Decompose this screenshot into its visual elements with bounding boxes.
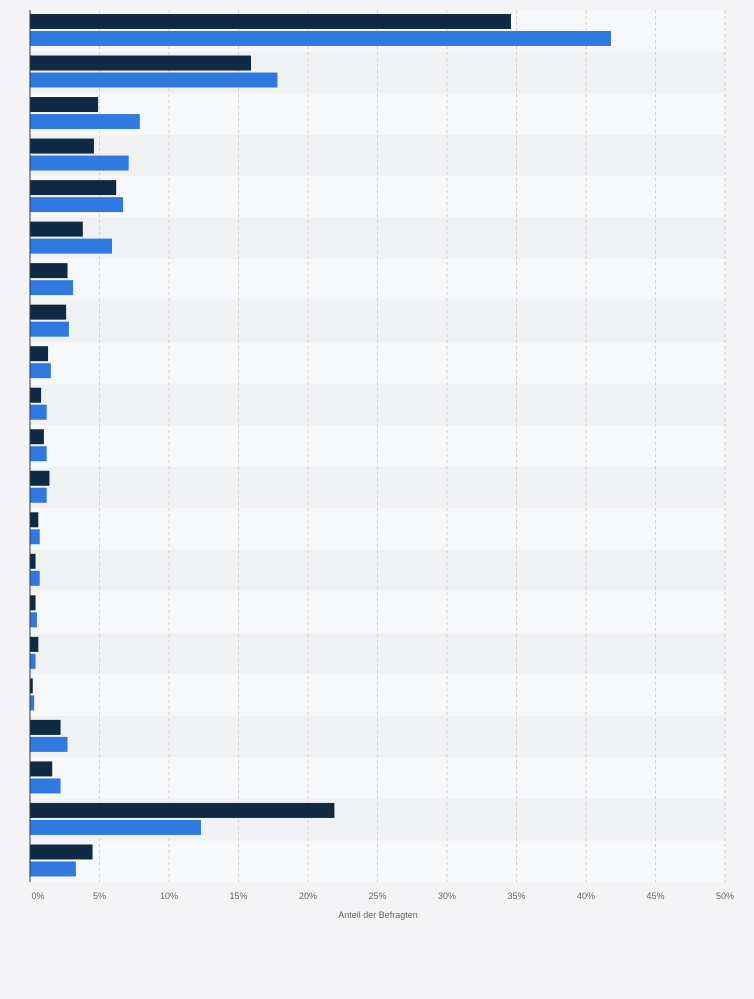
bar bbox=[30, 512, 39, 528]
bar bbox=[30, 719, 61, 735]
bar bbox=[30, 736, 68, 752]
bar bbox=[30, 14, 511, 29]
bar bbox=[30, 761, 53, 777]
bar bbox=[30, 263, 68, 279]
x-tick-label: 40% bbox=[577, 891, 595, 901]
bar bbox=[30, 819, 201, 835]
bar bbox=[30, 197, 124, 213]
x-tick-label: 35% bbox=[507, 891, 525, 901]
bar bbox=[30, 695, 35, 711]
bar bbox=[30, 363, 51, 379]
bar bbox=[30, 31, 612, 46]
bar bbox=[30, 802, 335, 818]
bar bbox=[30, 114, 140, 130]
bar bbox=[30, 529, 40, 545]
x-tick-label: 20% bbox=[299, 891, 317, 901]
bar bbox=[30, 221, 83, 237]
bar bbox=[30, 553, 36, 569]
bar bbox=[30, 321, 69, 337]
bar bbox=[30, 155, 129, 171]
bar bbox=[30, 778, 61, 794]
bar bbox=[30, 138, 94, 154]
bar bbox=[30, 280, 74, 296]
bar bbox=[30, 861, 76, 877]
bar bbox=[30, 387, 42, 403]
plot-background-bands bbox=[30, 10, 725, 882]
bar bbox=[30, 180, 117, 196]
x-tick-label: 50% bbox=[716, 891, 734, 901]
x-tick-label: 45% bbox=[646, 891, 664, 901]
x-tick-label: 15% bbox=[229, 891, 247, 901]
bar bbox=[30, 470, 50, 486]
bar bbox=[30, 487, 47, 503]
bar bbox=[30, 429, 44, 445]
bar bbox=[30, 97, 99, 113]
bar bbox=[30, 72, 278, 88]
bar bbox=[30, 844, 93, 860]
bar bbox=[30, 678, 33, 694]
x-axis-tick-labels: 0% 5% 10% 15% 20% 25% 30% 35% 40% 45% 50% bbox=[31, 891, 734, 901]
bar bbox=[30, 570, 40, 586]
x-tick-label: 0% bbox=[31, 891, 44, 901]
bar bbox=[30, 55, 252, 71]
x-tick-label: 5% bbox=[93, 891, 106, 901]
bar bbox=[30, 612, 37, 628]
x-axis-title: Anteil der Befragten bbox=[338, 910, 418, 920]
x-tick-label: 25% bbox=[368, 891, 386, 901]
bar bbox=[30, 404, 47, 420]
bar bbox=[30, 636, 39, 652]
bar bbox=[30, 238, 113, 254]
bar-series bbox=[30, 14, 612, 877]
bar bbox=[30, 446, 47, 462]
x-tick-label: 10% bbox=[160, 891, 178, 901]
bar bbox=[30, 346, 49, 362]
bar bbox=[30, 304, 67, 320]
bar bbox=[30, 595, 36, 611]
x-tick-label: 30% bbox=[438, 891, 456, 901]
vertical-gridlines bbox=[99, 10, 726, 882]
bar bbox=[30, 653, 36, 669]
